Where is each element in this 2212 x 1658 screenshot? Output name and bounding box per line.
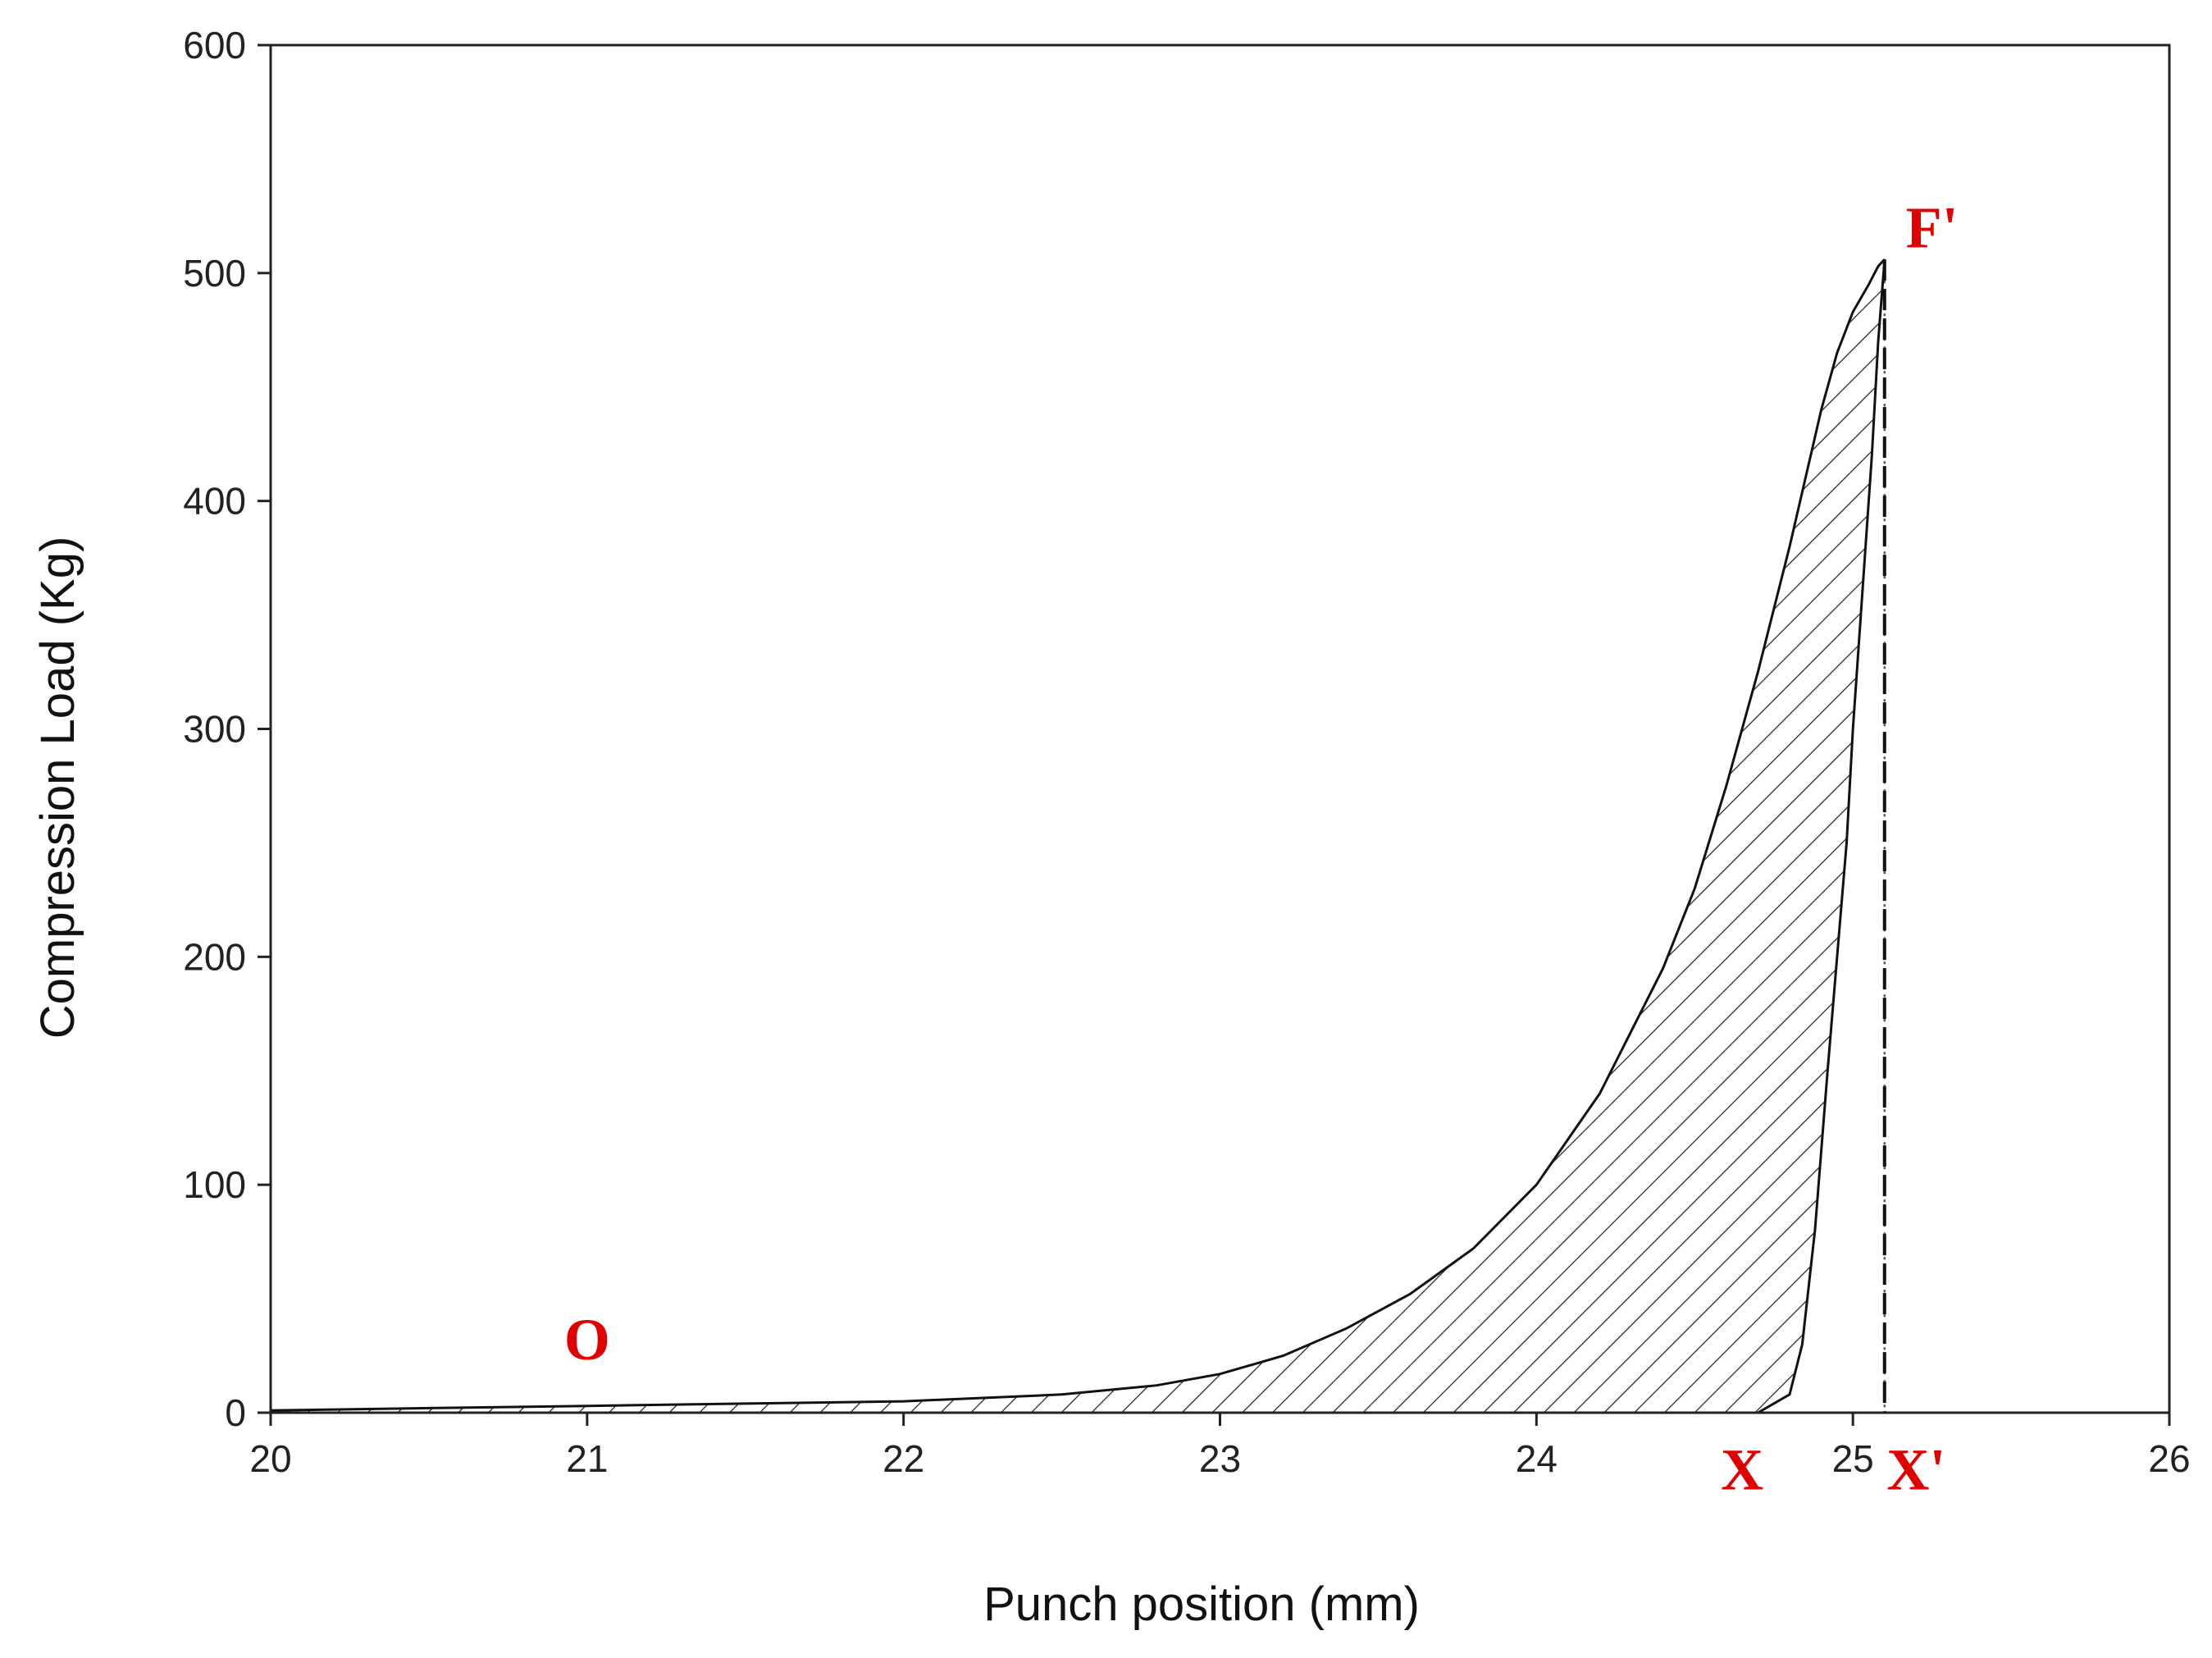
y-tick-label: 600 — [183, 24, 246, 66]
y-tick-label: 300 — [183, 708, 246, 751]
compression-curve-line — [270, 258, 1886, 1412]
y-axis-ticks: 0 100 200 300 400 500 600 — [183, 24, 271, 1434]
y-tick-label: 400 — [183, 480, 246, 523]
x-axis-ticks: 20 21 22 23 24 25 26 — [249, 1413, 2191, 1480]
annotation-label: X' — [1886, 1436, 1945, 1502]
x-tick-label: 24 — [1516, 1437, 1558, 1480]
decompression-curve-line — [1757, 259, 1886, 1414]
x-tick-label: 20 — [249, 1437, 291, 1480]
annotation-label: F' — [1906, 194, 1959, 260]
y-tick-label: 200 — [183, 935, 246, 978]
annotation-label: O — [564, 1307, 610, 1373]
y-axis-title: Compression Load (Kg) — [31, 537, 84, 1039]
y-tick-label: 100 — [183, 1163, 246, 1206]
y-tick-label: 500 — [183, 252, 246, 295]
x-tick-label: 23 — [1199, 1437, 1241, 1480]
x-tick-label: 25 — [1832, 1437, 1874, 1480]
annotation-label: X — [1721, 1436, 1763, 1502]
annotations: O F' X X' — [564, 194, 1959, 1502]
x-tick-label: 26 — [2148, 1437, 2190, 1480]
y-tick-label: 0 — [225, 1391, 246, 1434]
x-tick-label: 22 — [883, 1437, 924, 1480]
plot-area — [270, 258, 1886, 1414]
x-axis-title: Punch position (mm) — [983, 1578, 1420, 1631]
hatched-energy-area — [271, 259, 1885, 1414]
x-tick-label: 21 — [566, 1437, 608, 1480]
